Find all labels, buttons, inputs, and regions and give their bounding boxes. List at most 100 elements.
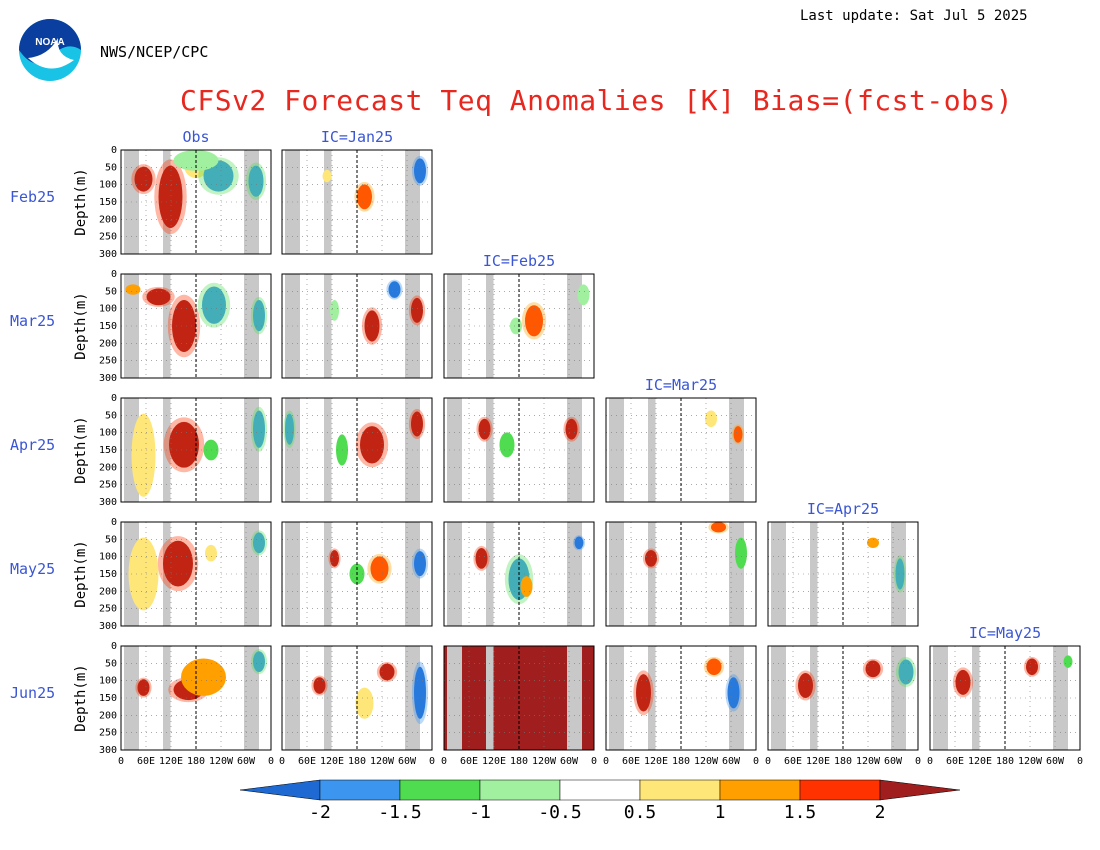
anomaly-blob: [1063, 655, 1073, 668]
x-tick-label: 0: [591, 756, 597, 767]
x-tick-label: 120E: [644, 756, 668, 767]
panel: [443, 273, 595, 379]
x-tick-label: 120E: [806, 756, 830, 767]
y-tick-label: 50: [105, 534, 117, 545]
y-tick-label: 0: [111, 269, 117, 280]
y-tick-label: 250: [99, 232, 117, 243]
anomaly-blob: [865, 660, 881, 678]
x-tick-label: 180: [672, 756, 690, 767]
panel: [281, 645, 433, 751]
colorbar-label: 2: [875, 802, 886, 823]
anomaly-blob: [520, 576, 533, 597]
colorbar-segment: [799, 779, 881, 801]
anomaly-blob: [205, 544, 217, 562]
agency-label: NWS/NCEP/CPC: [100, 43, 209, 61]
colorbar-label: 0.5: [624, 802, 657, 823]
x-tick-label: 60E: [137, 756, 155, 767]
anomaly-blob: [414, 666, 426, 719]
colorbar-segment: [399, 779, 481, 801]
x-tick-label: 60W: [1046, 756, 1065, 767]
panel-frame: [281, 521, 433, 627]
chart-title: CFSv2 Forecast Teq Anomalies [K] Bias=(f…: [180, 84, 1014, 117]
anomaly-halo: [250, 649, 268, 675]
anomaly-halo: [311, 675, 328, 696]
colorbar-label: 1.5: [784, 802, 817, 823]
anomaly-blob: [735, 537, 747, 569]
anomaly-halo: [367, 553, 392, 584]
y-tick-label: 100: [99, 676, 117, 687]
row-label: Feb25: [10, 188, 55, 206]
anomaly-halo: [154, 159, 187, 235]
anomaly-blob: [134, 166, 153, 192]
panel-frame: [767, 521, 919, 627]
x-tick-label: 0: [279, 756, 285, 767]
anomaly-blob: [253, 410, 265, 448]
panel-frame: [120, 397, 272, 503]
panel-frame: [120, 149, 272, 255]
column-label: Obs: [182, 128, 209, 146]
panel-frame: [605, 521, 757, 627]
anomaly-blob: [727, 677, 740, 709]
y-tick-label: 100: [99, 304, 117, 315]
x-tick-label: 120W: [532, 756, 557, 767]
column-label: IC=Apr25: [807, 500, 879, 518]
row-label: Jun25: [10, 684, 55, 702]
anomaly-halo: [572, 535, 586, 551]
colorbar-segment: [319, 779, 401, 801]
y-tick-label: 100: [99, 552, 117, 563]
logo-text: NOAA: [35, 37, 64, 48]
anomaly-halo: [703, 656, 725, 677]
colorbar-segment: [639, 779, 721, 801]
anomaly-blob: [202, 286, 226, 324]
anomaly-blob: [414, 158, 426, 184]
anomaly-blob: [253, 300, 265, 332]
anomaly-halo: [250, 296, 268, 335]
panel-frame: [443, 521, 595, 627]
y-tick-label: 250: [99, 356, 117, 367]
colorbar-segment: [559, 779, 641, 801]
y-tick-label: 250: [99, 728, 117, 739]
x-tick-label: 120E: [482, 756, 506, 767]
x-tick-label: 0: [118, 756, 124, 767]
anomaly-blob: [253, 532, 265, 554]
panel-frame: [767, 645, 919, 751]
anomaly-halo: [862, 658, 884, 679]
panel-frame: [281, 149, 433, 255]
row-label: Mar25: [10, 312, 55, 330]
anomaly-blob: [253, 651, 265, 672]
x-tick-label: 120E: [320, 756, 344, 767]
anomaly-halo: [250, 406, 268, 452]
y-tick-label: 50: [105, 162, 117, 173]
column-label: IC=May25: [969, 624, 1041, 642]
y-tick-label: 150: [99, 445, 117, 456]
y-axis-label: Depth(m): [73, 664, 89, 731]
panel-frame: [443, 273, 595, 379]
panel: [443, 521, 595, 627]
anomaly-blob: [285, 413, 294, 445]
y-tick-label: 300: [99, 621, 117, 632]
anomaly-halo: [795, 670, 816, 701]
colorbar-label: -1: [469, 802, 491, 823]
x-tick-label: 180: [348, 756, 366, 767]
x-tick-label: 0: [429, 756, 435, 767]
anomaly-blob: [131, 413, 156, 497]
y-tick-label: 50: [105, 410, 117, 421]
y-tick-label: 200: [99, 710, 117, 721]
anomaly-blob: [475, 548, 488, 569]
anomaly-halo: [408, 409, 426, 439]
column-label: IC=Feb25: [483, 252, 555, 270]
panel: [929, 645, 1081, 751]
y-tick-label: 0: [111, 641, 117, 652]
panel-frame: [605, 397, 757, 503]
anomaly-blob: [414, 551, 426, 577]
anomaly-blob: [510, 317, 522, 335]
anomaly-halo: [376, 662, 398, 682]
x-tick-label: 60E: [784, 756, 802, 767]
y-axis-label: Depth(m): [73, 292, 89, 359]
anomaly-halo: [250, 530, 268, 556]
anomaly-blob: [955, 669, 971, 695]
x-tick-label: 120W: [856, 756, 881, 767]
x-tick-label: 60E: [946, 756, 964, 767]
colorbar-high-triangle: [879, 779, 961, 801]
